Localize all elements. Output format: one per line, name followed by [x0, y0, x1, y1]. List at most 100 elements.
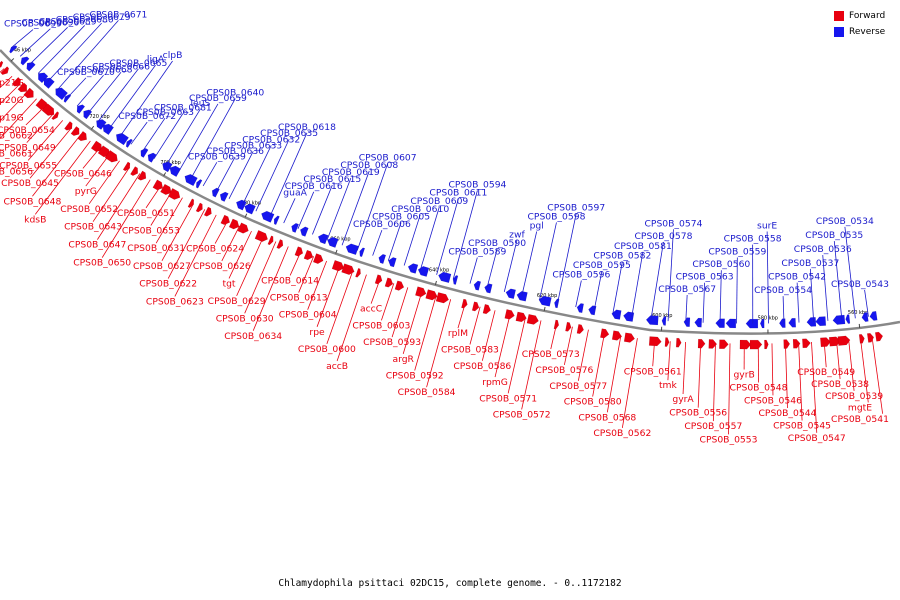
- reverse-gene-arrow[interactable]: [378, 253, 387, 265]
- gene-label[interactable]: gyrA: [672, 394, 694, 405]
- gene-label[interactable]: CPS0B_0576: [535, 365, 593, 376]
- reverse-gene-arrow[interactable]: [815, 316, 827, 327]
- gene-label[interactable]: CPS0B_0542: [768, 272, 826, 283]
- forward-gene-arrow[interactable]: [675, 337, 682, 348]
- gene-label[interactable]: CPS0B_0584: [398, 387, 456, 398]
- gene-label[interactable]: CPS0B_0586: [453, 361, 511, 372]
- reverse-gene-arrow[interactable]: [235, 199, 247, 211]
- forward-gene-arrow[interactable]: [294, 246, 304, 257]
- reverse-gene-arrow[interactable]: [759, 318, 765, 329]
- gene-label[interactable]: CPS0B_0543: [831, 279, 889, 290]
- gene-label[interactable]: rpe: [309, 327, 325, 338]
- forward-gene-arrow[interactable]: [749, 339, 763, 350]
- gene-label[interactable]: CPS0B_0567: [658, 284, 716, 295]
- gene-label[interactable]: leuS: [190, 98, 210, 109]
- forward-gene-arrow[interactable]: [122, 161, 131, 172]
- reverse-gene-arrow[interactable]: [832, 314, 846, 325]
- reverse-gene-arrow[interactable]: [788, 317, 797, 328]
- forward-gene-arrow[interactable]: [51, 111, 60, 120]
- gene-label[interactable]: CPS0B_0629: [208, 296, 266, 307]
- gene-label[interactable]: pmp21G: [0, 78, 24, 89]
- gene-label[interactable]: CPS0B_0557: [684, 421, 742, 432]
- forward-gene-arrow[interactable]: [837, 335, 851, 346]
- forward-gene-arrow[interactable]: [130, 166, 139, 176]
- gene-label[interactable]: CPS0B_0653: [122, 225, 180, 236]
- reverse-gene-arrow[interactable]: [694, 317, 703, 328]
- gene-label[interactable]: CPS0B_0646: [54, 168, 112, 179]
- forward-gene-arrow[interactable]: [203, 206, 212, 217]
- gene-label[interactable]: CPS0B_0689: [39, 16, 97, 27]
- gene-label[interactable]: CPS0B_0595: [573, 260, 631, 271]
- gene-label[interactable]: CPS0B_0639: [188, 151, 246, 162]
- gene-label[interactable]: CPS0B_0538: [811, 379, 869, 390]
- forward-gene-arrow[interactable]: [11, 76, 21, 87]
- gene-label[interactable]: CPS0B_0668: [75, 64, 133, 75]
- gene-label[interactable]: argR: [392, 354, 414, 365]
- reverse-gene-arrow[interactable]: [291, 222, 300, 233]
- reverse-gene-arrow[interactable]: [505, 288, 516, 299]
- gene-label[interactable]: CPS0B_0670: [57, 67, 115, 78]
- gene-label[interactable]: CPS0B_0573: [522, 349, 580, 360]
- forward-gene-arrow[interactable]: [858, 333, 865, 344]
- gene-label[interactable]: CPS0B_0652: [60, 204, 118, 215]
- gene-label[interactable]: zwf: [509, 229, 525, 240]
- gene-label[interactable]: CPS0B_0680: [56, 14, 114, 25]
- reverse-gene-arrow[interactable]: [473, 280, 482, 291]
- reverse-gene-arrow[interactable]: [845, 314, 851, 324]
- gene-label[interactable]: CPS0B_0549: [797, 367, 855, 378]
- reverse-gene-arrow[interactable]: [861, 312, 869, 322]
- reverse-gene-arrow[interactable]: [806, 316, 817, 327]
- gene-label[interactable]: CPS0B_0606: [353, 219, 411, 230]
- gene-label[interactable]: CPS0B_0590: [468, 238, 526, 249]
- gene-label[interactable]: CPS0B_0577: [549, 381, 607, 392]
- reverse-gene-arrow[interactable]: [359, 247, 366, 258]
- gene-label[interactable]: CPS0B_0547: [788, 433, 846, 444]
- gene-label[interactable]: CPS0B_0554: [754, 285, 812, 296]
- forward-gene-arrow[interactable]: [820, 337, 831, 348]
- reverse-gene-arrow[interactable]: [317, 233, 329, 245]
- gene-label[interactable]: CPS0B_0654: [0, 125, 55, 136]
- gene-label[interactable]: gyrB: [733, 370, 754, 381]
- forward-gene-arrow[interactable]: [0, 60, 4, 69]
- reverse-gene-arrow[interactable]: [645, 315, 659, 326]
- forward-gene-arrow[interactable]: [394, 280, 405, 291]
- gene-label[interactable]: CPS0B_0559: [708, 246, 766, 257]
- gene-label[interactable]: CPS0B_0655: [0, 160, 57, 171]
- gene-label[interactable]: CPS0B_0562: [593, 428, 651, 439]
- gene-label[interactable]: CPS0B_0623: [146, 296, 204, 307]
- gene-label[interactable]: CPS0B_0622: [139, 279, 197, 290]
- gene-label[interactable]: CPS0B_0553: [700, 434, 758, 445]
- gene-label[interactable]: CPS0B_0539: [825, 391, 883, 402]
- gene-label[interactable]: CPS0B_0632: [242, 134, 300, 145]
- gene-label[interactable]: CPS0B_0634: [224, 331, 282, 342]
- gene-label[interactable]: CPS0B_0663: [136, 107, 194, 118]
- gene-label[interactable]: CPS0B_0616: [285, 181, 343, 192]
- gene-label[interactable]: CPS0B_0581: [614, 241, 672, 252]
- reverse-gene-arrow[interactable]: [83, 109, 93, 120]
- gene-label[interactable]: accC: [360, 304, 382, 315]
- reverse-gene-arrow[interactable]: [778, 318, 786, 328]
- forward-gene-arrow[interactable]: [23, 87, 34, 99]
- forward-gene-arrow[interactable]: [611, 330, 623, 341]
- reverse-gene-arrow[interactable]: [407, 263, 419, 274]
- gene-label[interactable]: CPS0B_0545: [773, 421, 831, 432]
- reverse-gene-arrow[interactable]: [169, 165, 182, 178]
- gene-label[interactable]: tgt: [222, 278, 235, 289]
- forward-gene-arrow[interactable]: [697, 338, 706, 349]
- gene-label[interactable]: CPS0B_0597: [547, 202, 605, 213]
- forward-gene-arrow[interactable]: [267, 235, 274, 246]
- forward-gene-arrow[interactable]: [0, 66, 10, 75]
- gene-label[interactable]: CPS0B_0613: [270, 293, 328, 304]
- gene-label[interactable]: CPS0B_0630: [216, 313, 274, 324]
- gene-label[interactable]: CPS0B_0659: [189, 93, 247, 104]
- legend-item-reverse[interactable]: Reverse: [834, 24, 894, 40]
- gene-label[interactable]: CPS0B_0671: [89, 9, 147, 20]
- gene-label[interactable]: CPS0B_0596: [552, 270, 610, 281]
- reverse-gene-arrow[interactable]: [661, 316, 667, 326]
- forward-gene-arrow[interactable]: [482, 303, 492, 315]
- gene-label[interactable]: CPS0B_0558: [724, 234, 782, 245]
- gene-label[interactable]: CPS0B_0572: [493, 409, 551, 420]
- forward-gene-arrow[interactable]: [874, 331, 884, 342]
- forward-gene-arrow[interactable]: [764, 339, 769, 350]
- gene-label[interactable]: CPS0B_0537: [781, 258, 839, 269]
